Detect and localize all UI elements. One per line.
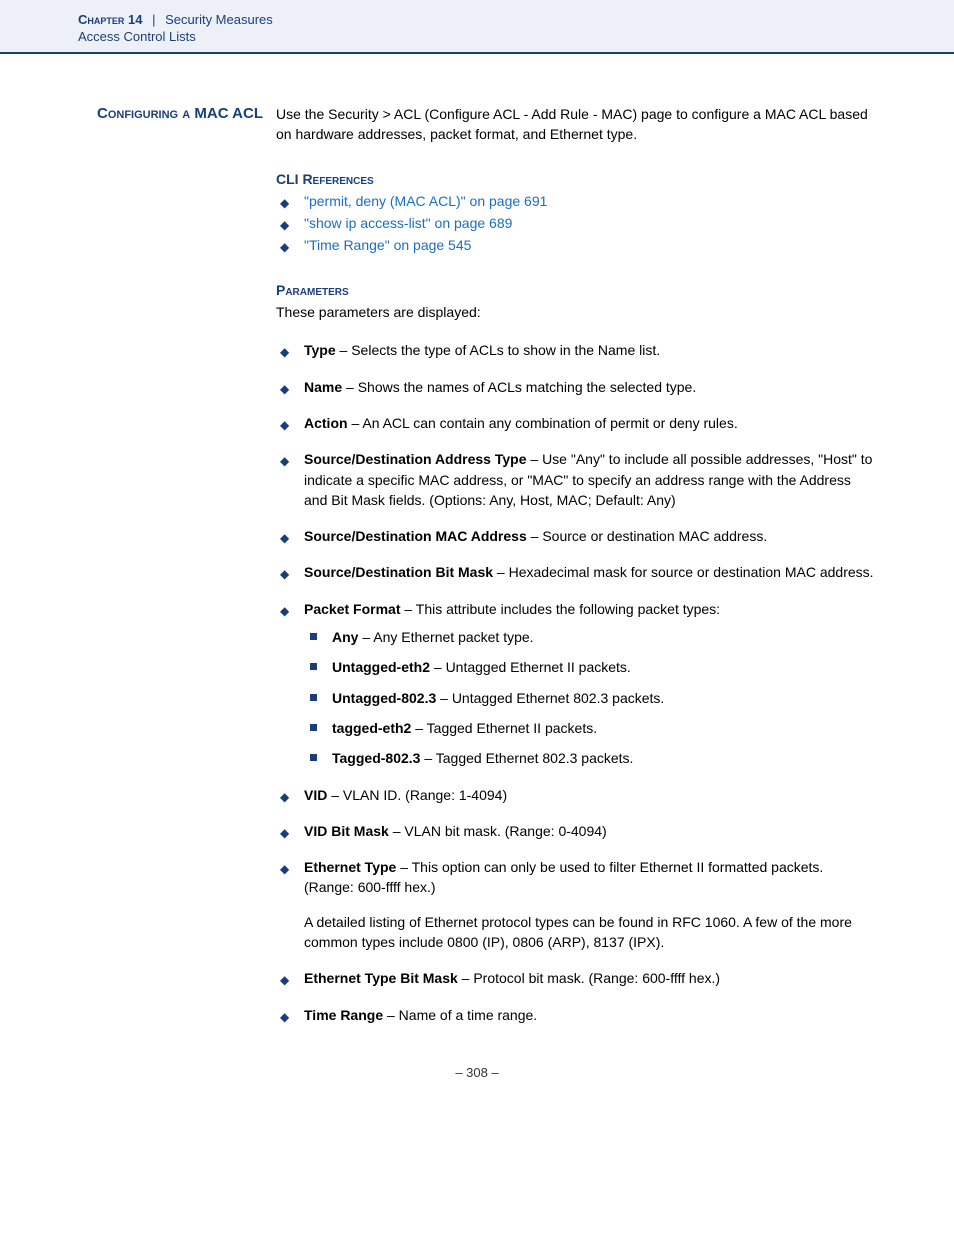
cli-link[interactable]: "show ip access-list" on page 689 [304, 215, 512, 231]
square-bullet-icon [310, 754, 317, 761]
param-desc: – Source or destination MAC address. [527, 528, 767, 544]
param-desc: – This attribute includes the following … [400, 601, 720, 617]
chapter-separator: | [152, 12, 155, 27]
list-item: ◆ "permit, deny (MAC ACL)" on page 691 [276, 191, 876, 211]
diamond-bullet-icon: ◆ [280, 530, 289, 547]
square-bullet-icon [310, 663, 317, 670]
list-item: ◆ Ethernet Type Bit Mask – Protocol bit m… [276, 968, 876, 988]
diamond-bullet-icon: ◆ [280, 603, 289, 620]
list-item: ◆ VID Bit Mask – VLAN bit mask. (Range: 0… [276, 821, 876, 841]
list-item: ◆ "show ip access-list" on page 689 [276, 213, 876, 233]
param-desc: – VLAN ID. (Range: 1-4094) [327, 787, 507, 803]
list-item: ◆ Name – Shows the names of ACLs matching… [276, 377, 876, 397]
cli-references-heading: CLI References [276, 169, 876, 189]
parameters-heading: Parameters [276, 280, 876, 300]
param-term: Packet Format [304, 601, 400, 617]
body-column: Use the Security > ACL (Configure ACL - … [276, 104, 876, 1025]
header-inner: Chapter 14 | Security Measures Access Co… [78, 12, 876, 44]
param-desc: – Hexadecimal mask for source or destina… [493, 564, 874, 580]
param-extra: A detailed listing of Ethernet protocol … [304, 912, 876, 953]
list-item: ◆ Action – An ACL can contain any combina… [276, 413, 876, 433]
list-item: ◆ Source/Destination Bit Mask – Hexadecim… [276, 562, 876, 582]
param-term: VID Bit Mask [304, 823, 389, 839]
intro-paragraph: Use the Security > ACL (Configure ACL - … [276, 104, 876, 145]
list-item: ◆ Time Range – Name of a time range. [276, 1005, 876, 1025]
diamond-bullet-icon: ◆ [280, 861, 289, 878]
param-term: Source/Destination MAC Address [304, 528, 527, 544]
diamond-bullet-icon: ◆ [280, 344, 289, 361]
param-term: Untagged-802.3 [332, 690, 436, 706]
diamond-bullet-icon: ◆ [280, 195, 289, 212]
sub-list: Any – Any Ethernet packet type. Untagged-… [304, 627, 876, 768]
cli-references-list: ◆ "permit, deny (MAC ACL)" on page 691 ◆… [276, 191, 876, 256]
list-item: tagged-eth2 – Tagged Ethernet II packets… [304, 718, 876, 738]
param-term: Any [332, 629, 358, 645]
param-desc: – Selects the type of ACLs to show in th… [336, 342, 661, 358]
param-term: Action [304, 415, 348, 431]
parameters-intro: These parameters are displayed: [276, 302, 876, 322]
square-bullet-icon [310, 724, 317, 731]
diamond-bullet-icon: ◆ [280, 566, 289, 583]
list-item: ◆ Packet Format – This attribute includes… [276, 599, 876, 769]
diamond-bullet-icon: ◆ [280, 217, 289, 234]
list-item: ◆ Type – Selects the type of ACLs to show… [276, 340, 876, 360]
list-item: Any – Any Ethernet packet type. [304, 627, 876, 647]
param-term: Ethernet Type Bit Mask [304, 970, 458, 986]
param-term: Type [304, 342, 336, 358]
param-term: VID [304, 787, 327, 803]
list-item: Untagged-802.3 – Untagged Ethernet 802.3… [304, 688, 876, 708]
param-desc: – Untagged Ethernet II packets. [430, 659, 631, 675]
page-header: Chapter 14 | Security Measures Access Co… [0, 0, 954, 54]
square-bullet-icon [310, 633, 317, 640]
chapter-title: Security Measures [165, 12, 273, 27]
diamond-bullet-icon: ◆ [280, 1009, 289, 1026]
param-term: Name [304, 379, 342, 395]
header-subsection: Access Control Lists [78, 29, 876, 44]
diamond-bullet-icon: ◆ [280, 789, 289, 806]
diamond-bullet-icon: ◆ [280, 453, 289, 470]
param-desc: – VLAN bit mask. (Range: 0-4094) [389, 823, 607, 839]
square-bullet-icon [310, 694, 317, 701]
diamond-bullet-icon: ◆ [280, 381, 289, 398]
chapter-label: Chapter 14 [78, 12, 142, 27]
param-term: Time Range [304, 1007, 383, 1023]
list-item: Untagged-eth2 – Untagged Ethernet II pac… [304, 657, 876, 677]
diamond-bullet-icon: ◆ [280, 417, 289, 434]
param-desc: – Tagged Ethernet II packets. [411, 720, 597, 736]
list-item: ◆Ethernet Type – This option can only be… [276, 857, 876, 952]
param-desc: – Shows the names of ACLs matching the s… [342, 379, 696, 395]
param-desc: – Tagged Ethernet 802.3 packets. [420, 750, 633, 766]
parameters-list: ◆ Type – Selects the type of ACLs to show… [276, 340, 876, 1025]
diamond-bullet-icon: ◆ [280, 239, 289, 256]
param-term: Source/Destination Bit Mask [304, 564, 493, 580]
page-footer: – 308 – [0, 1065, 954, 1110]
param-term: Tagged-802.3 [332, 750, 420, 766]
param-term: Untagged-eth2 [332, 659, 430, 675]
list-item: Tagged-802.3 – Tagged Ethernet 802.3 pac… [304, 748, 876, 768]
list-item: ◆ VID – VLAN ID. (Range: 1-4094) [276, 785, 876, 805]
param-desc: – Protocol bit mask. (Range: 600-ffff he… [458, 970, 720, 986]
param-term: tagged-eth2 [332, 720, 411, 736]
diamond-bullet-icon: ◆ [280, 825, 289, 842]
param-desc: – Any Ethernet packet type. [358, 629, 533, 645]
cli-link[interactable]: "permit, deny (MAC ACL)" on page 691 [304, 193, 547, 209]
page-number: – 308 – [455, 1065, 498, 1080]
list-item: ◆ "Time Range" on page 545 [276, 235, 876, 255]
param-desc: – Name of a time range. [383, 1007, 537, 1023]
section-title: Configuring a MAC ACL [78, 104, 263, 124]
param-desc: – Untagged Ethernet 802.3 packets. [436, 690, 664, 706]
content-area: Configuring a MAC ACL Use the Security >… [78, 104, 876, 1025]
param-term: Ethernet Type [304, 859, 396, 875]
cli-references-block: CLI References ◆ "permit, deny (MAC ACL)… [276, 169, 876, 256]
list-item: ◆ Source/Destination MAC Address – Source… [276, 526, 876, 546]
param-desc: – An ACL can contain any combination of … [348, 415, 738, 431]
parameters-block: Parameters These parameters are displaye… [276, 280, 876, 1025]
cli-link[interactable]: "Time Range" on page 545 [304, 237, 471, 253]
list-item: ◆Source/Destination Address Type – Use "… [276, 449, 876, 510]
diamond-bullet-icon: ◆ [280, 972, 289, 989]
param-term: Source/Destination Address Type [304, 451, 527, 467]
chapter-line: Chapter 14 | Security Measures [78, 12, 876, 27]
